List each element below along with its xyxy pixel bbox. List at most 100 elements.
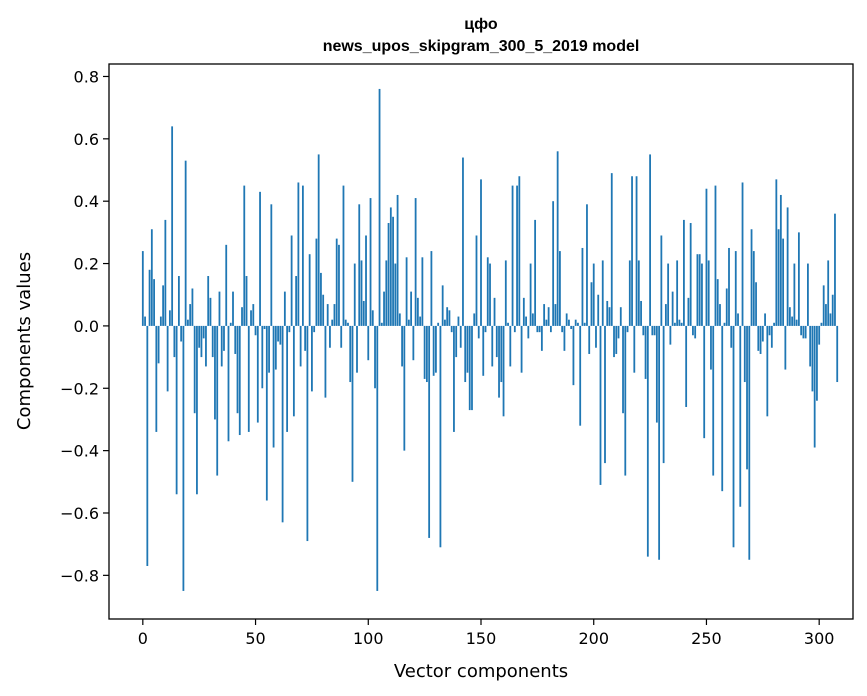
bar xyxy=(721,325,724,492)
bar xyxy=(207,276,210,326)
y-tick-label: 0.6 xyxy=(74,130,99,149)
bar xyxy=(200,325,203,358)
bar xyxy=(482,325,485,376)
bar xyxy=(184,160,187,326)
bar xyxy=(468,325,471,411)
bar xyxy=(157,325,160,364)
bar xyxy=(613,325,615,358)
bar xyxy=(155,325,158,432)
bar xyxy=(362,300,365,326)
bar xyxy=(592,263,595,326)
bar xyxy=(793,263,796,326)
bar xyxy=(511,185,514,326)
bar xyxy=(534,219,537,326)
bar xyxy=(387,223,390,326)
bar xyxy=(344,319,347,326)
bar xyxy=(608,307,611,326)
bar xyxy=(369,198,372,326)
bar xyxy=(757,325,760,351)
bar xyxy=(755,282,757,326)
y-tick-label: 0.2 xyxy=(74,255,99,274)
bar xyxy=(545,319,548,326)
chart-title-line1: цфо xyxy=(464,16,498,33)
bar xyxy=(358,204,361,326)
bar xyxy=(617,325,620,339)
bar xyxy=(836,325,839,383)
bar xyxy=(392,216,394,326)
bar xyxy=(766,325,769,417)
bar xyxy=(243,185,246,326)
bar xyxy=(809,325,812,367)
y-tick-label: −0.4 xyxy=(60,442,99,461)
bar xyxy=(162,285,165,326)
bar xyxy=(351,325,354,482)
bar xyxy=(529,263,532,326)
bar xyxy=(547,307,550,326)
bar xyxy=(288,325,291,333)
bar xyxy=(146,325,149,566)
bar xyxy=(166,325,169,392)
bar xyxy=(380,322,383,326)
x-tick-label: 250 xyxy=(691,629,722,648)
bar xyxy=(385,260,388,326)
bar xyxy=(777,229,780,326)
bar xyxy=(347,322,349,326)
bar xyxy=(633,325,636,373)
bar xyxy=(214,325,216,420)
bar xyxy=(225,244,228,326)
bar xyxy=(290,235,293,326)
bar xyxy=(412,325,415,361)
bar xyxy=(527,325,530,339)
bar xyxy=(419,316,422,326)
bar xyxy=(141,251,144,326)
bar xyxy=(746,325,748,470)
y-tick-label: 0.8 xyxy=(74,67,99,86)
bar xyxy=(247,325,250,432)
bar xyxy=(376,325,379,591)
bar xyxy=(610,173,613,326)
bar xyxy=(473,313,476,326)
x-tick-label: 300 xyxy=(804,629,835,648)
bar xyxy=(324,325,327,398)
bar xyxy=(719,304,721,326)
bar xyxy=(552,201,555,326)
bar xyxy=(683,219,685,326)
bar xyxy=(764,313,766,326)
bar xyxy=(457,316,460,326)
bar xyxy=(673,322,676,326)
bar xyxy=(232,291,234,326)
bar xyxy=(182,325,185,591)
bar xyxy=(365,235,367,326)
bar xyxy=(205,325,207,367)
bar xyxy=(606,300,609,326)
bar xyxy=(405,257,408,326)
bar xyxy=(446,307,449,326)
bar xyxy=(642,325,645,336)
bar xyxy=(775,179,778,326)
bar xyxy=(687,297,690,326)
bar xyxy=(705,188,708,326)
bar xyxy=(797,232,800,326)
bar xyxy=(423,325,426,379)
bar xyxy=(770,325,773,348)
bar xyxy=(279,325,282,345)
bar xyxy=(804,325,807,339)
bar xyxy=(658,325,661,560)
bar xyxy=(480,179,482,326)
bar xyxy=(723,322,726,326)
bar xyxy=(356,325,358,373)
bar xyxy=(732,325,735,548)
bar xyxy=(800,325,803,336)
bar xyxy=(502,325,505,417)
bar xyxy=(752,251,755,326)
bar xyxy=(563,325,566,351)
bar xyxy=(256,325,259,423)
bar xyxy=(509,325,512,367)
bar xyxy=(448,310,451,326)
bar xyxy=(520,325,523,373)
bar xyxy=(619,307,622,326)
bar xyxy=(834,213,836,326)
bar xyxy=(802,325,805,339)
bar xyxy=(795,319,798,326)
bar xyxy=(583,322,586,326)
